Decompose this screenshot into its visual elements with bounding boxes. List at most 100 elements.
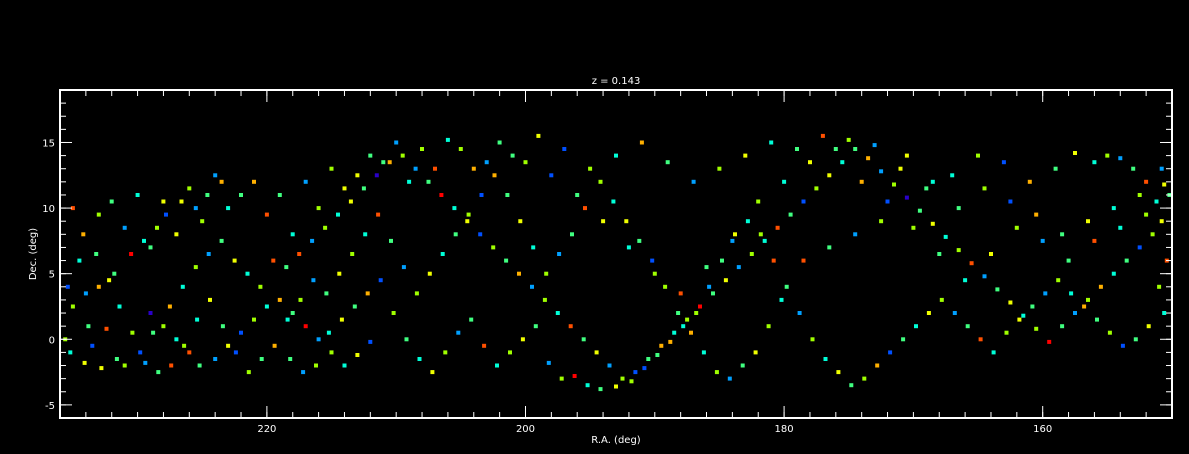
galaxy-point xyxy=(68,350,73,355)
galaxy-point xyxy=(479,193,484,197)
galaxy-point xyxy=(458,147,463,151)
galaxy-point xyxy=(303,179,308,184)
galaxy-point xyxy=(104,326,109,331)
galaxy-point xyxy=(336,212,340,217)
galaxy-point xyxy=(264,212,269,217)
galaxy-point xyxy=(652,271,657,276)
galaxy-point xyxy=(594,350,599,355)
galaxy-point xyxy=(316,206,321,211)
galaxy-point xyxy=(138,350,143,355)
galaxy-point xyxy=(1159,219,1164,224)
galaxy-point xyxy=(213,173,218,178)
galaxy-point xyxy=(86,324,91,329)
galaxy-point xyxy=(544,271,549,276)
galaxy-point xyxy=(730,238,735,243)
galaxy-point xyxy=(668,339,673,344)
galaxy-point xyxy=(523,160,528,165)
galaxy-point xyxy=(197,363,202,368)
galaxy-point xyxy=(193,265,198,270)
galaxy-point xyxy=(704,265,709,270)
galaxy-point xyxy=(510,153,515,158)
galaxy-point xyxy=(1162,182,1167,187)
galaxy-point xyxy=(1124,258,1129,263)
galaxy-point xyxy=(1159,166,1164,171)
galaxy-point xyxy=(1157,284,1162,289)
galaxy-point xyxy=(350,252,355,256)
galaxy-point xyxy=(846,137,851,142)
galaxy-point xyxy=(329,166,334,171)
galaxy-point xyxy=(562,147,567,151)
galaxy-point xyxy=(530,284,534,289)
galaxy-point xyxy=(859,179,864,184)
galaxy-point xyxy=(583,206,587,211)
galaxy-point xyxy=(1111,206,1116,211)
galaxy-point xyxy=(943,234,948,239)
galaxy-point xyxy=(151,330,156,335)
galaxy-point xyxy=(559,376,564,381)
galaxy-point xyxy=(614,384,618,389)
galaxy-point xyxy=(1092,238,1097,243)
galaxy-point xyxy=(898,166,903,171)
galaxy-point xyxy=(939,297,944,302)
galaxy-point xyxy=(795,147,799,151)
galaxy-point xyxy=(779,297,784,302)
galaxy-point xyxy=(167,304,172,309)
galaxy-point xyxy=(361,186,366,191)
galaxy-point xyxy=(445,137,450,142)
galaxy-point xyxy=(407,179,412,184)
galaxy-point xyxy=(1086,219,1090,224)
galaxy-point xyxy=(342,186,347,191)
galaxy-point xyxy=(329,350,334,355)
galaxy-point xyxy=(195,317,200,322)
galaxy-point xyxy=(259,357,264,361)
galaxy-point xyxy=(904,153,909,158)
galaxy-point xyxy=(508,350,512,355)
x-tick-label: 180 xyxy=(775,424,794,435)
galaxy-point xyxy=(374,173,379,178)
x-tick-label: 160 xyxy=(1033,424,1052,435)
galaxy-point xyxy=(937,252,942,256)
galaxy-point xyxy=(303,324,308,329)
galaxy-point xyxy=(1098,284,1103,289)
galaxy-point xyxy=(629,379,634,384)
galaxy-point xyxy=(326,330,331,335)
galaxy-point xyxy=(400,153,405,158)
galaxy-point xyxy=(976,153,980,158)
galaxy-point xyxy=(94,252,99,256)
galaxy-point xyxy=(285,317,290,322)
galaxy-point xyxy=(1144,212,1149,217)
galaxy-point xyxy=(129,252,134,256)
galaxy-point xyxy=(187,186,192,191)
galaxy-point xyxy=(155,225,159,230)
galaxy-point xyxy=(290,311,295,315)
galaxy-point xyxy=(766,324,771,329)
galaxy-point xyxy=(174,232,179,237)
galaxy-point xyxy=(1133,337,1138,342)
galaxy-point xyxy=(440,252,445,256)
galaxy-point xyxy=(801,199,806,204)
galaxy-point xyxy=(784,284,789,289)
galaxy-point xyxy=(1118,156,1123,161)
galaxy-point xyxy=(484,160,489,165)
galaxy-point xyxy=(892,182,896,187)
galaxy-point xyxy=(107,278,112,283)
galaxy-point xyxy=(471,166,476,171)
galaxy-point xyxy=(879,169,884,174)
galaxy-point xyxy=(363,232,368,237)
galaxy-point xyxy=(1014,225,1019,230)
galaxy-point xyxy=(533,324,538,329)
galaxy-point xyxy=(879,219,884,224)
galaxy-point xyxy=(911,225,916,230)
galaxy-point xyxy=(142,238,146,243)
galaxy-point xyxy=(775,225,780,230)
galaxy-point xyxy=(365,291,370,296)
galaxy-point xyxy=(219,179,224,184)
galaxy-point xyxy=(355,353,360,357)
galaxy-point xyxy=(277,297,282,302)
galaxy-point xyxy=(337,271,342,276)
galaxy-point xyxy=(417,357,422,361)
galaxy-point xyxy=(271,258,276,263)
galaxy-point xyxy=(885,199,890,204)
galaxy-point xyxy=(1008,199,1013,204)
galaxy-point xyxy=(109,199,114,204)
